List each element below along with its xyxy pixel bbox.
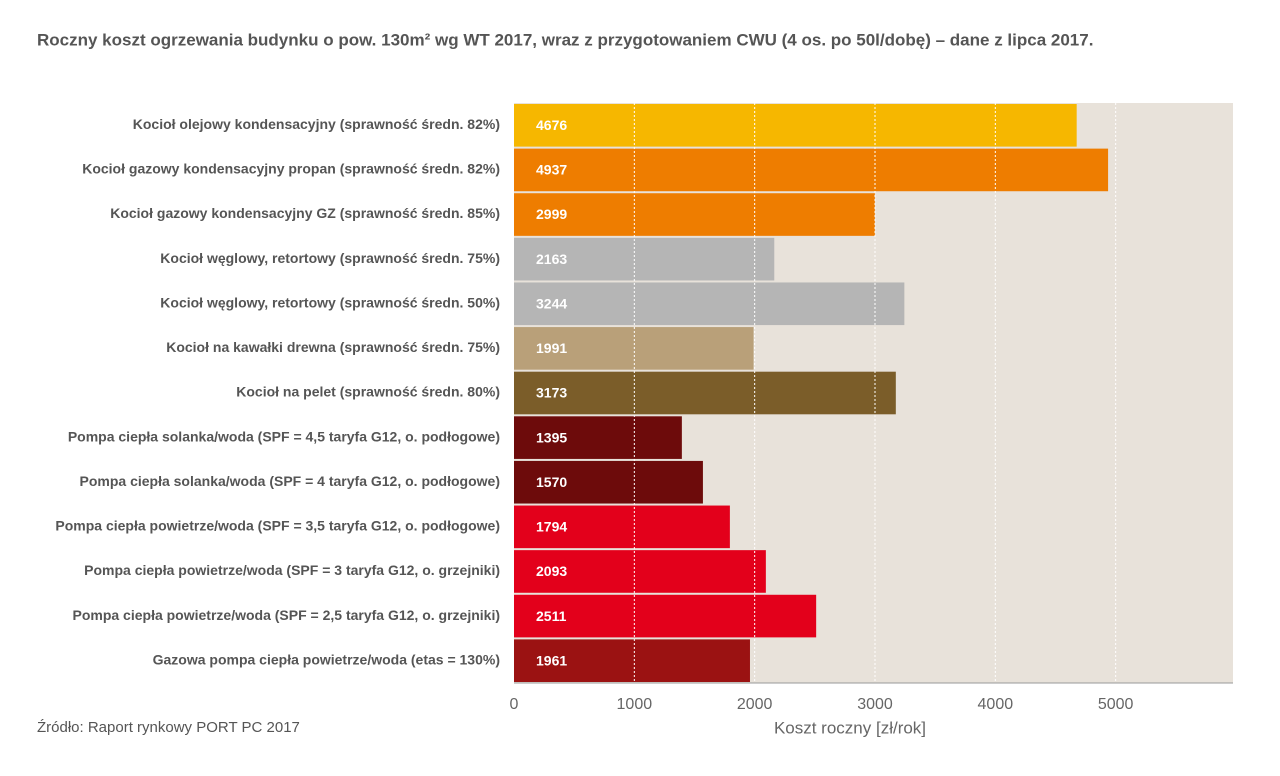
source: Źródło: Raport rynkowy PORT PC 2017 bbox=[37, 719, 300, 736]
bar bbox=[514, 594, 817, 638]
value-label: 1395 bbox=[536, 429, 567, 445]
category-label: Kocioł węglowy, retortowy (sprawność śre… bbox=[160, 294, 500, 310]
category-label: Kocioł olejowy kondensacyjny (sprawność … bbox=[133, 116, 500, 132]
bar bbox=[514, 639, 750, 682]
bar bbox=[514, 327, 754, 370]
category-label: Kocioł gazowy kondensacyjny propan (spra… bbox=[82, 161, 500, 177]
category-label: Kocioł gazowy kondensacyjny GZ (sprawnoś… bbox=[110, 205, 500, 221]
value-label: 3173 bbox=[536, 385, 567, 401]
x-tick-label: 5000 bbox=[1098, 696, 1134, 713]
value-label: 4676 bbox=[536, 117, 567, 133]
value-label: 2093 bbox=[536, 563, 567, 579]
bar bbox=[514, 416, 682, 459]
category-label: Pompa ciepła powietrze/woda (SPF = 3 tar… bbox=[84, 562, 500, 578]
value-label: 2163 bbox=[536, 251, 567, 267]
value-label: 1570 bbox=[536, 474, 567, 490]
category-label: Pompa ciepła powietrze/woda (SPF = 2,5 t… bbox=[72, 607, 500, 623]
bar bbox=[514, 550, 766, 593]
value-label: 3244 bbox=[536, 295, 567, 311]
bar bbox=[514, 505, 730, 549]
x-tick-label: 3000 bbox=[857, 696, 893, 713]
chart-title: Roczny koszt ogrzewania budynku o pow. 1… bbox=[37, 30, 1093, 49]
value-label: 2999 bbox=[536, 206, 567, 222]
bar bbox=[514, 282, 905, 326]
x-tick-label: 1000 bbox=[617, 696, 653, 713]
bar bbox=[514, 148, 1109, 192]
category-label: Pompa ciepła solanka/woda (SPF = 4,5 tar… bbox=[68, 428, 500, 444]
bar bbox=[514, 371, 896, 415]
category-label: Gazowa pompa ciepła powietrze/woda (etas… bbox=[153, 651, 500, 667]
value-label: 2511 bbox=[536, 608, 567, 624]
bar bbox=[514, 237, 775, 281]
x-tick-label: 2000 bbox=[737, 696, 773, 713]
x-axis-label: Koszt roczny [zł/rok] bbox=[774, 718, 926, 737]
x-tick-label: 0 bbox=[510, 696, 519, 713]
category-label: Pompa ciepła solanka/woda (SPF = 4 taryf… bbox=[80, 473, 501, 489]
value-label: 1794 bbox=[536, 519, 567, 535]
value-label: 4937 bbox=[536, 162, 567, 178]
category-label: Kocioł na kawałki drewna (sprawność śred… bbox=[166, 339, 500, 355]
bar bbox=[514, 460, 703, 504]
bar bbox=[514, 193, 875, 236]
category-label: Kocioł na pelet (sprawność średn. 80%) bbox=[236, 384, 500, 400]
x-tick-label: 4000 bbox=[978, 696, 1014, 713]
category-label: Pompa ciepła powietrze/woda (SPF = 3,5 t… bbox=[55, 518, 500, 534]
bar bbox=[514, 104, 1077, 147]
value-label: 1961 bbox=[536, 652, 567, 668]
value-label: 1991 bbox=[536, 340, 567, 356]
category-label: Kocioł węglowy, retortowy (sprawność śre… bbox=[160, 250, 500, 266]
